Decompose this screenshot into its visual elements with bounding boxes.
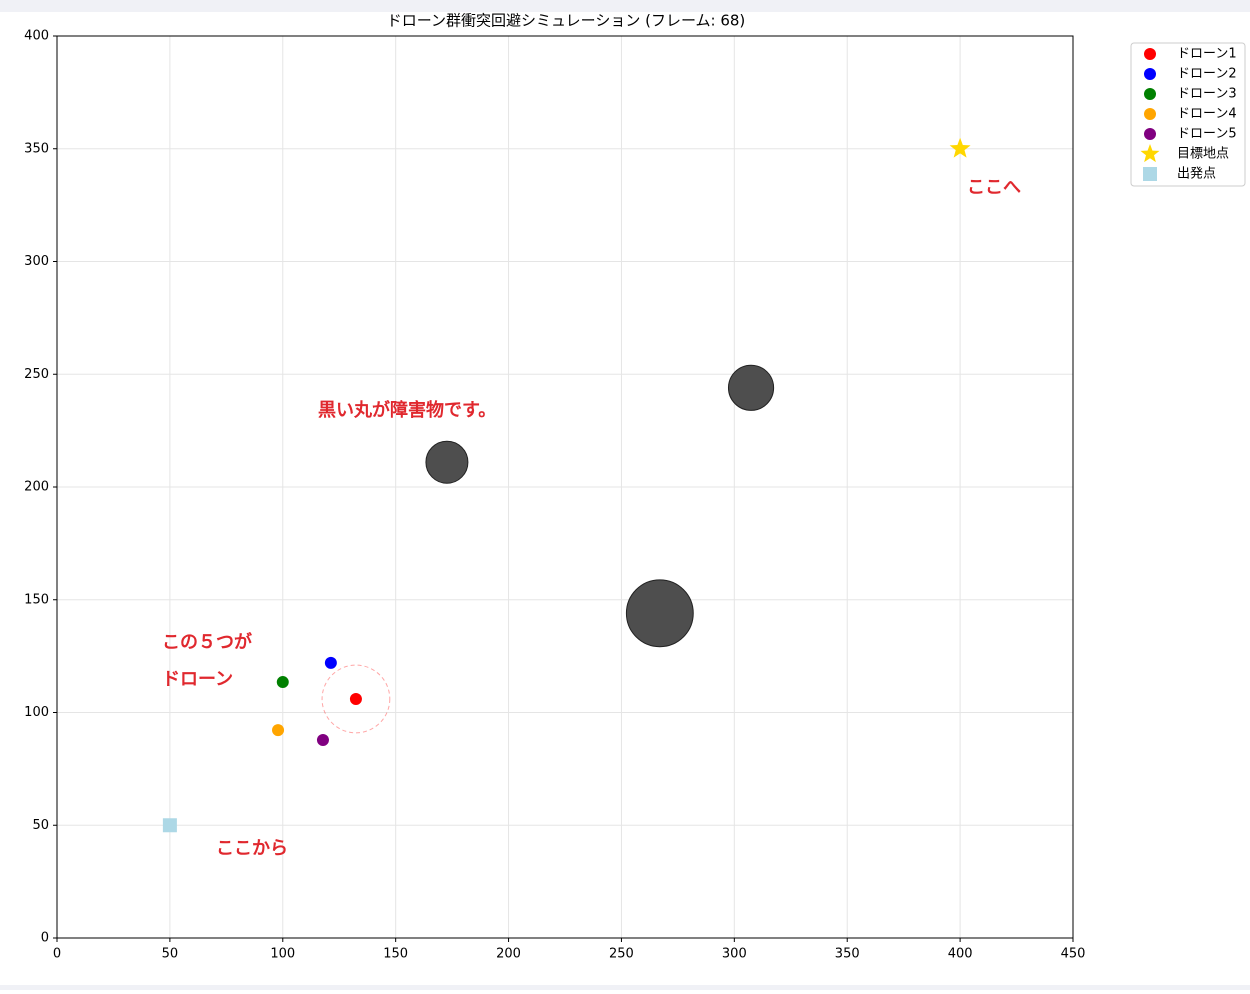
- obstacle: [727, 364, 775, 411]
- y-tick-label: 0: [41, 931, 49, 946]
- y-tick-label: 150: [24, 592, 49, 607]
- annotation: ドローン: [162, 669, 233, 690]
- legend-label: 目標地点: [1177, 147, 1229, 162]
- chart-title: ドローン群衝突回避シミュレーション (フレーム: 68): [387, 12, 746, 30]
- bottom-bar: [0, 985, 1250, 990]
- point: [162, 818, 177, 833]
- x-tick-label: 400: [948, 947, 973, 962]
- y-tick-label: 300: [24, 254, 49, 269]
- legend-label: ドローン1: [1177, 47, 1237, 62]
- x-tick-label: 450: [1061, 947, 1086, 962]
- point: [316, 734, 329, 747]
- y-tick-label: 100: [24, 705, 49, 720]
- legend-marker: [1144, 108, 1156, 120]
- x-tick-label: 350: [835, 947, 860, 962]
- obstacle: [625, 579, 694, 648]
- legend-marker: [1143, 167, 1157, 181]
- legend-label: ドローン4: [1177, 107, 1237, 122]
- annotation: 黒い丸が障害物です。: [318, 399, 496, 421]
- legend-marker: [1144, 88, 1156, 100]
- legend-marker: [1144, 48, 1156, 60]
- legend-label: 出発点: [1177, 167, 1216, 182]
- top-bar: [0, 0, 1250, 12]
- annotation: ここへ: [967, 177, 1021, 198]
- legend-marker: [1144, 128, 1156, 140]
- y-tick-label: 400: [24, 29, 49, 44]
- legend-label: ドローン5: [1177, 127, 1237, 142]
- y-tick-label: 50: [32, 818, 49, 833]
- x-tick-label: 100: [270, 947, 295, 962]
- legend: [1130, 42, 1246, 187]
- point: [949, 137, 971, 158]
- annotation: この５つが: [162, 631, 252, 653]
- x-tick-label: 0: [53, 947, 61, 962]
- x-tick-label: 50: [162, 947, 179, 962]
- x-tick-label: 250: [609, 947, 634, 962]
- legend-label: ドローン3: [1177, 87, 1237, 102]
- legend-marker: [1140, 144, 1160, 163]
- x-tick-label: 200: [496, 947, 521, 962]
- x-tick-label: 300: [722, 947, 747, 962]
- legend-marker: [1144, 68, 1156, 80]
- point: [349, 692, 362, 705]
- point: [276, 676, 289, 689]
- x-tick-label: 150: [383, 947, 408, 962]
- y-tick-label: 200: [24, 480, 49, 495]
- y-tick-label: 250: [24, 367, 49, 382]
- point: [324, 656, 337, 669]
- legend-label: ドローン2: [1177, 67, 1237, 82]
- point: [272, 724, 285, 737]
- y-tick-label: 350: [24, 141, 49, 156]
- obstacle: [425, 440, 469, 484]
- plot-frame: [56, 35, 1074, 939]
- annotation: ここから: [216, 838, 288, 859]
- safety-radius: [321, 664, 391, 734]
